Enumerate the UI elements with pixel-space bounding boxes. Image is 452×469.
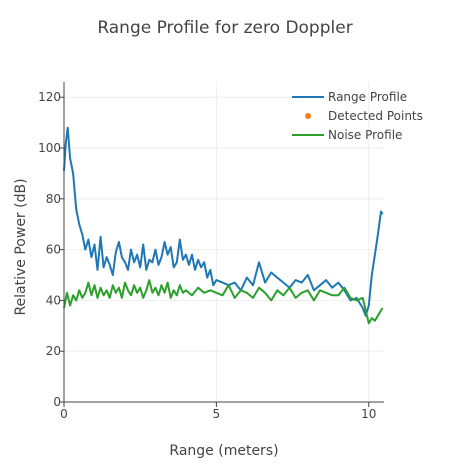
y-tick-label: 80 (46, 192, 61, 206)
legend-marker (305, 113, 311, 119)
y-tick-label: 60 (46, 243, 61, 257)
x-tick-label: 5 (213, 407, 221, 421)
legend-label: Range Profile (328, 90, 407, 104)
legend[interactable]: Range Profile Detected Points Noise Profil… (292, 90, 423, 142)
legend-label: Noise Profile (328, 128, 402, 142)
tick-labels: 0 20 40 60 80 100 120 0 5 10 (38, 90, 376, 421)
y-tick-label: 0 (53, 395, 61, 409)
y-tick-label: 100 (38, 141, 61, 155)
x-tick-label: 10 (361, 407, 376, 421)
legend-label: Detected Points (328, 109, 423, 123)
y-tick-label: 20 (46, 344, 61, 358)
series-lines (63, 126, 384, 325)
y-axis-label: Relative Power (dB) (13, 178, 29, 315)
x-axis-label: Range (meters) (169, 443, 278, 459)
x-tick-label: 0 (60, 407, 68, 421)
chart-title: Range Profile for zero Doppler (97, 18, 352, 38)
axes (59, 82, 384, 407)
series-line (63, 126, 384, 317)
series-line (63, 279, 384, 325)
y-tick-label: 40 (46, 293, 61, 307)
y-tick-label: 120 (38, 90, 61, 104)
